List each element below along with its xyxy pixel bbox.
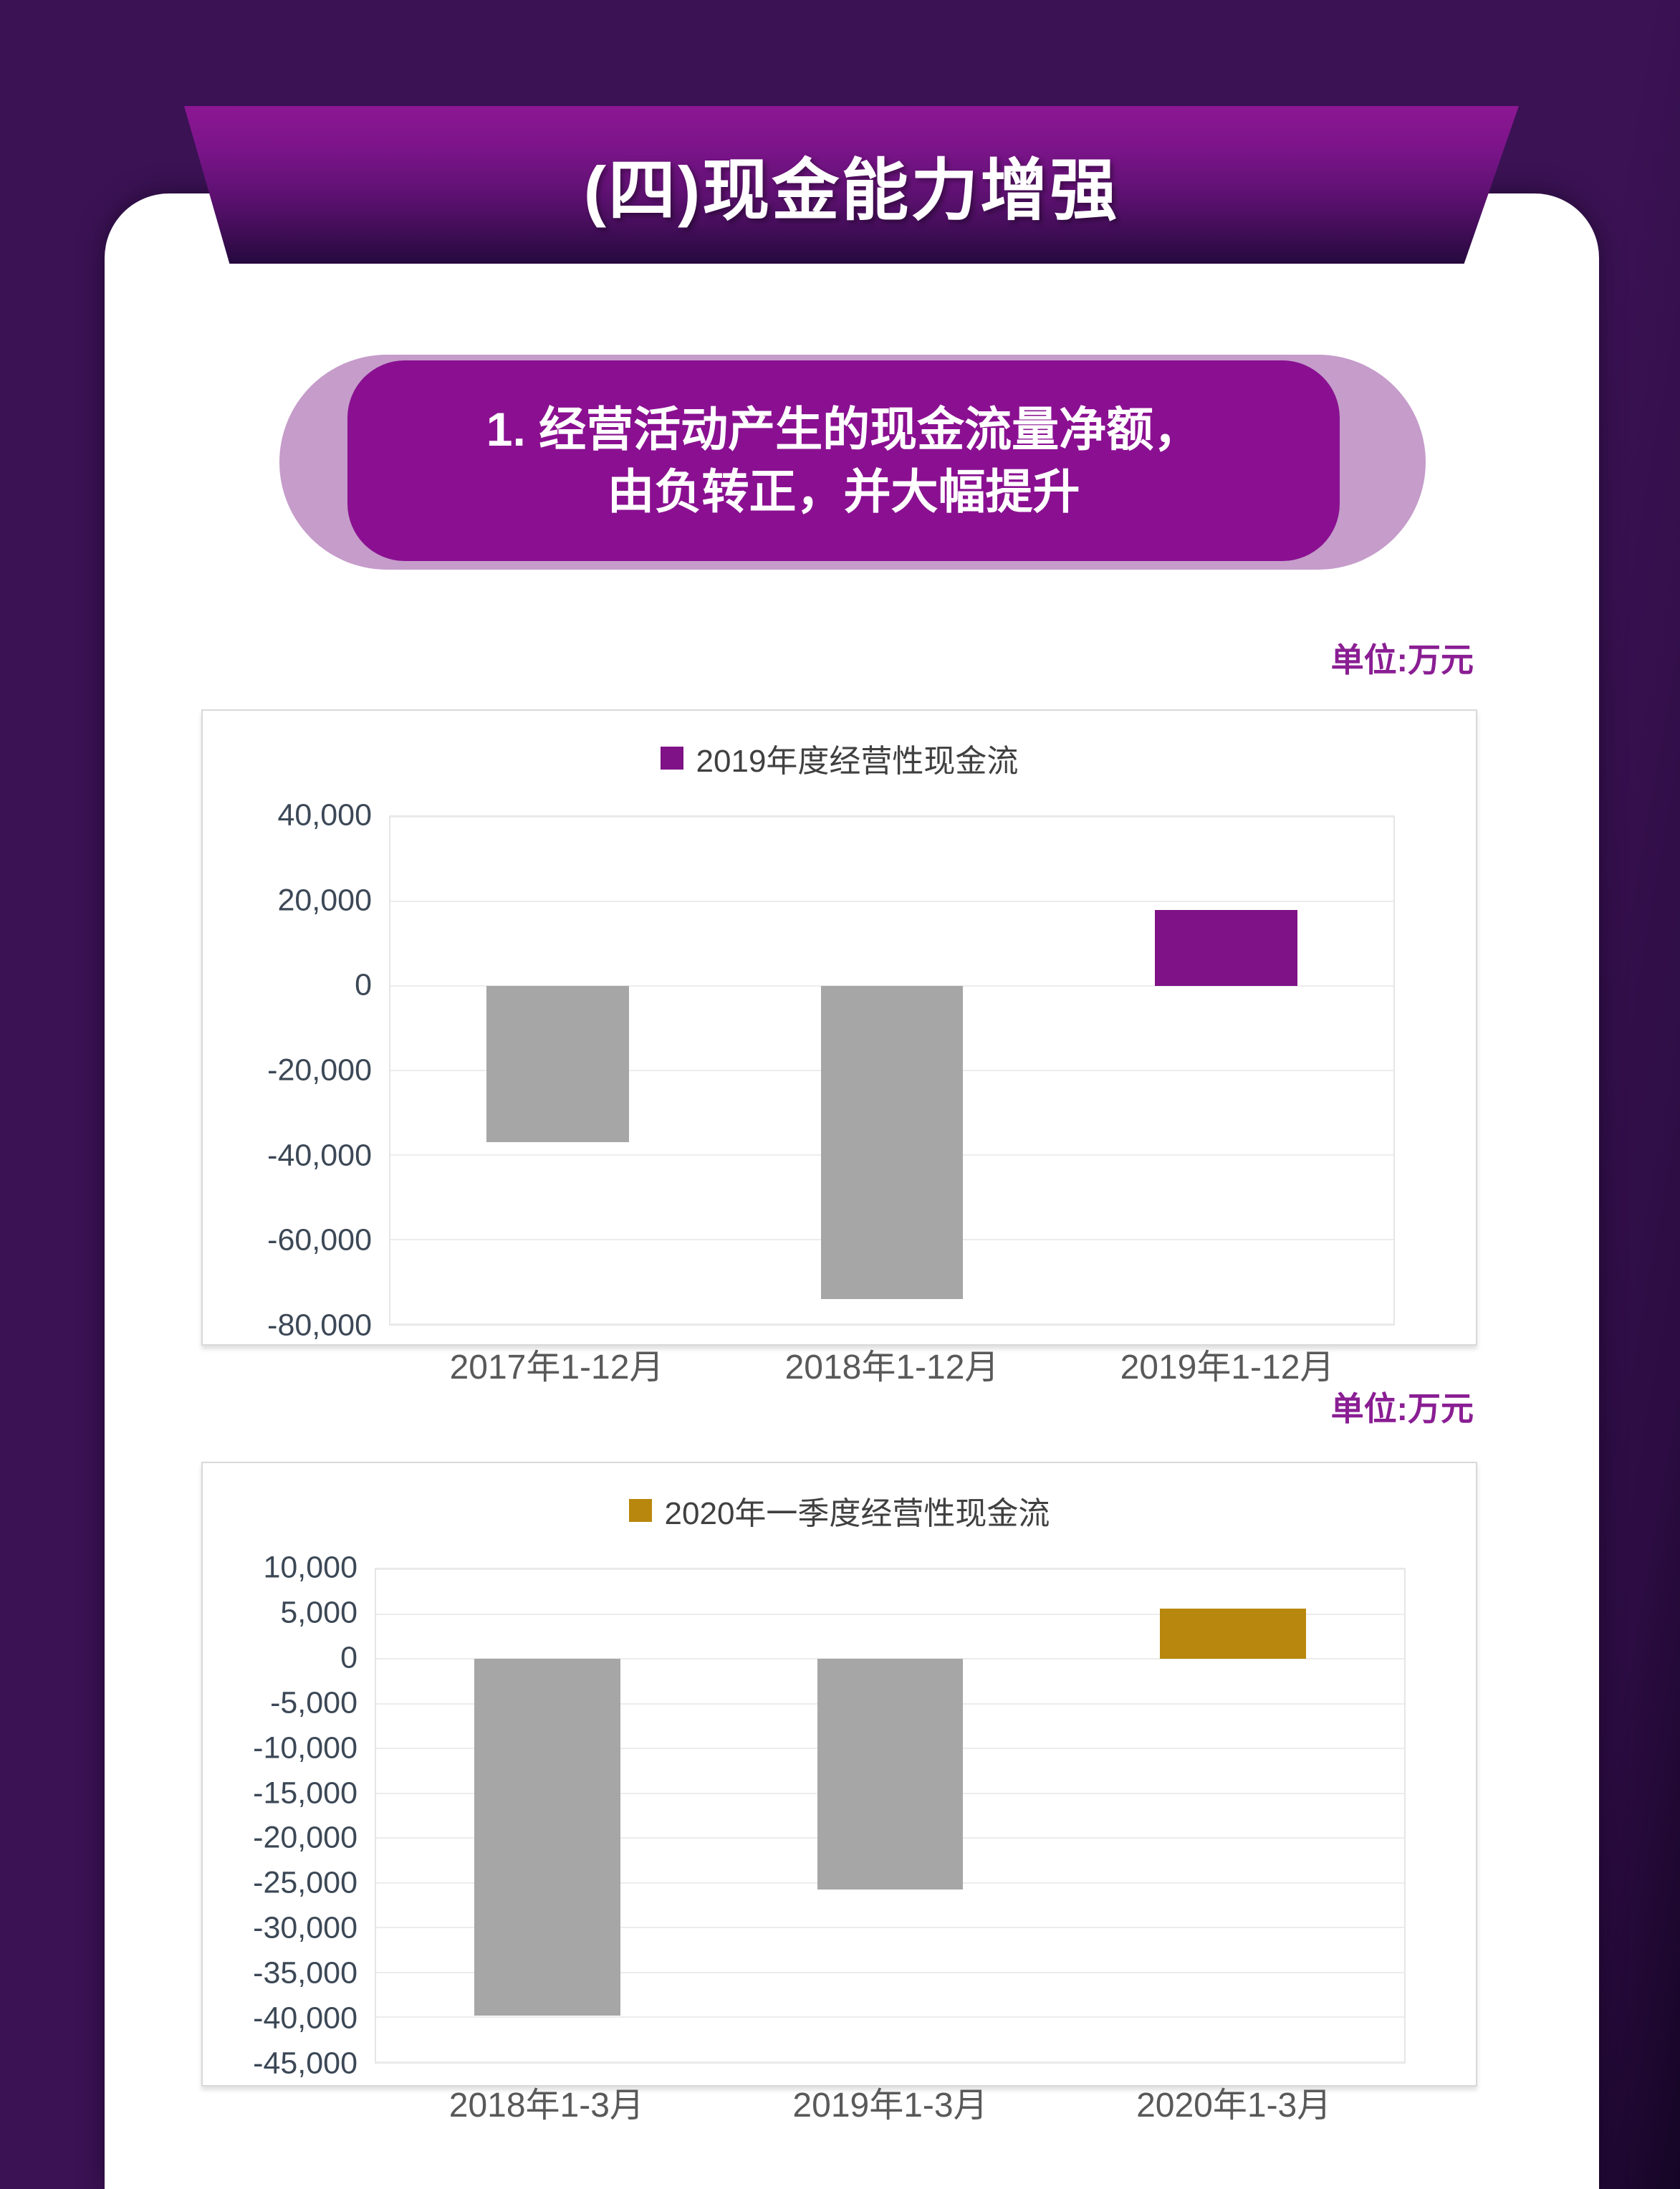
gridline bbox=[376, 1927, 1404, 1929]
legend-label: 2020年一季度经营性现金流 bbox=[664, 1496, 1050, 1531]
chart-body: 10,000 5,000 0 -5,000 -10,000 -15,000 -20,000 -… bbox=[203, 1551, 1476, 2127]
bar-series-2 bbox=[817, 1659, 964, 1889]
y-axis-tick: -30,000 bbox=[253, 1910, 357, 1945]
chart-q1-operating-cashflow: 2020年一季度经营性现金流 10,000 5,000 0 -5,000 -10,000… bbox=[201, 1462, 1477, 2125]
bar-series-1 bbox=[486, 986, 629, 1143]
x-axis: 2018年1-3月 2019年1-3月 2020年1-3月 bbox=[375, 2077, 1406, 2127]
x-axis-category: 2017年1-12月 bbox=[449, 1349, 664, 1386]
y-axis-tick: -40,000 bbox=[253, 2001, 357, 2036]
subtitle-line-2: 由负转正，并大幅提升 bbox=[607, 465, 1080, 518]
unit-label-quarter: 单位:万元 bbox=[1330, 1390, 1474, 1427]
legend-swatch-icon bbox=[628, 1499, 652, 1522]
x-axis-category: 2019年1-3月 bbox=[792, 2087, 988, 2125]
y-axis: 40,000 20,000 0 -20,000 -40,000 -60,000 -80,00… bbox=[231, 798, 389, 1343]
y-axis-tick: 5,000 bbox=[280, 1595, 357, 1630]
y-axis-tick: -60,000 bbox=[267, 1222, 372, 1258]
y-axis-tick: -10,000 bbox=[253, 1730, 357, 1766]
y-axis-tick: -20,000 bbox=[253, 1820, 357, 1855]
section-banner: (四)现金能力增强 bbox=[184, 106, 1519, 264]
x-axis: 2017年1-12月 2018年1-12月 2019年1-12月 bbox=[389, 1338, 1395, 1389]
y-axis-tick: -45,000 bbox=[253, 2046, 357, 2081]
x-axis-category: 2018年1-3月 bbox=[448, 2087, 644, 2125]
plot-area bbox=[389, 815, 1395, 1326]
bar-series-3 bbox=[1159, 1609, 1306, 1659]
gridline bbox=[390, 816, 1393, 818]
y-axis-tick: 0 bbox=[340, 1640, 357, 1675]
chart-annual-operating-cashflow: 2019年度经营性现金流 40,000 20,000 0 -20,000 -40,000… bbox=[201, 709, 1477, 1386]
bar-series-2 bbox=[820, 986, 964, 1299]
plot-area bbox=[375, 1568, 1406, 2064]
gridline bbox=[390, 1323, 1393, 1325]
page-title: (四)现金能力增强 bbox=[583, 153, 1120, 228]
gridline bbox=[376, 1613, 1404, 1615]
chart-legend: 2019年度经营性现金流 bbox=[203, 735, 1476, 781]
unit-label-annual: 单位:万元 bbox=[1330, 641, 1474, 679]
x-axis-category: 2020年1-3月 bbox=[1136, 2087, 1332, 2125]
y-axis-tick: -5,000 bbox=[270, 1685, 357, 1720]
y-axis-tick: 40,000 bbox=[277, 797, 372, 833]
legend-label: 2019年度经营性现金流 bbox=[696, 744, 1019, 779]
y-axis-tick: 20,000 bbox=[277, 883, 372, 918]
y-axis-tick: -80,000 bbox=[267, 1308, 372, 1343]
gridline bbox=[376, 2016, 1404, 2018]
x-axis-category: 2018年1-12月 bbox=[784, 1349, 999, 1386]
y-axis-tick: 10,000 bbox=[263, 1550, 357, 1585]
chart-body: 40,000 20,000 0 -20,000 -40,000 -60,000 -80,00… bbox=[203, 798, 1476, 1389]
subtitle-pill: 1. 经营活动产生的现金流量净额， 由负转正，并大幅提升 bbox=[279, 355, 1426, 570]
subtitle-pill-inner: 1. 经营活动产生的现金流量净额， 由负转正，并大幅提升 bbox=[347, 360, 1340, 561]
y-axis-tick: -25,000 bbox=[253, 1865, 357, 1900]
legend-swatch-icon bbox=[660, 747, 683, 770]
y-axis-tick: 0 bbox=[355, 967, 372, 1002]
gridline bbox=[390, 901, 1393, 902]
subtitle-line-1: 1. 经营活动产生的现金流量净额， bbox=[486, 402, 1201, 456]
bar-series-1 bbox=[474, 1659, 621, 2016]
x-axis-category: 2019年1-12月 bbox=[1120, 1349, 1335, 1386]
y-axis-tick: -15,000 bbox=[253, 1776, 357, 1811]
y-axis-tick: -35,000 bbox=[253, 1955, 357, 1991]
y-axis: 10,000 5,000 0 -5,000 -10,000 -15,000 -20,000 -… bbox=[231, 1551, 375, 2081]
gridline bbox=[376, 2061, 1404, 2063]
y-axis-tick: -20,000 bbox=[267, 1053, 372, 1088]
chart-legend: 2020年一季度经营性现金流 bbox=[203, 1488, 1476, 1533]
bar-series-3 bbox=[1155, 909, 1298, 986]
gridline bbox=[376, 1568, 1404, 1570]
y-axis-tick: -40,000 bbox=[267, 1138, 372, 1173]
gridline bbox=[376, 1971, 1404, 1973]
